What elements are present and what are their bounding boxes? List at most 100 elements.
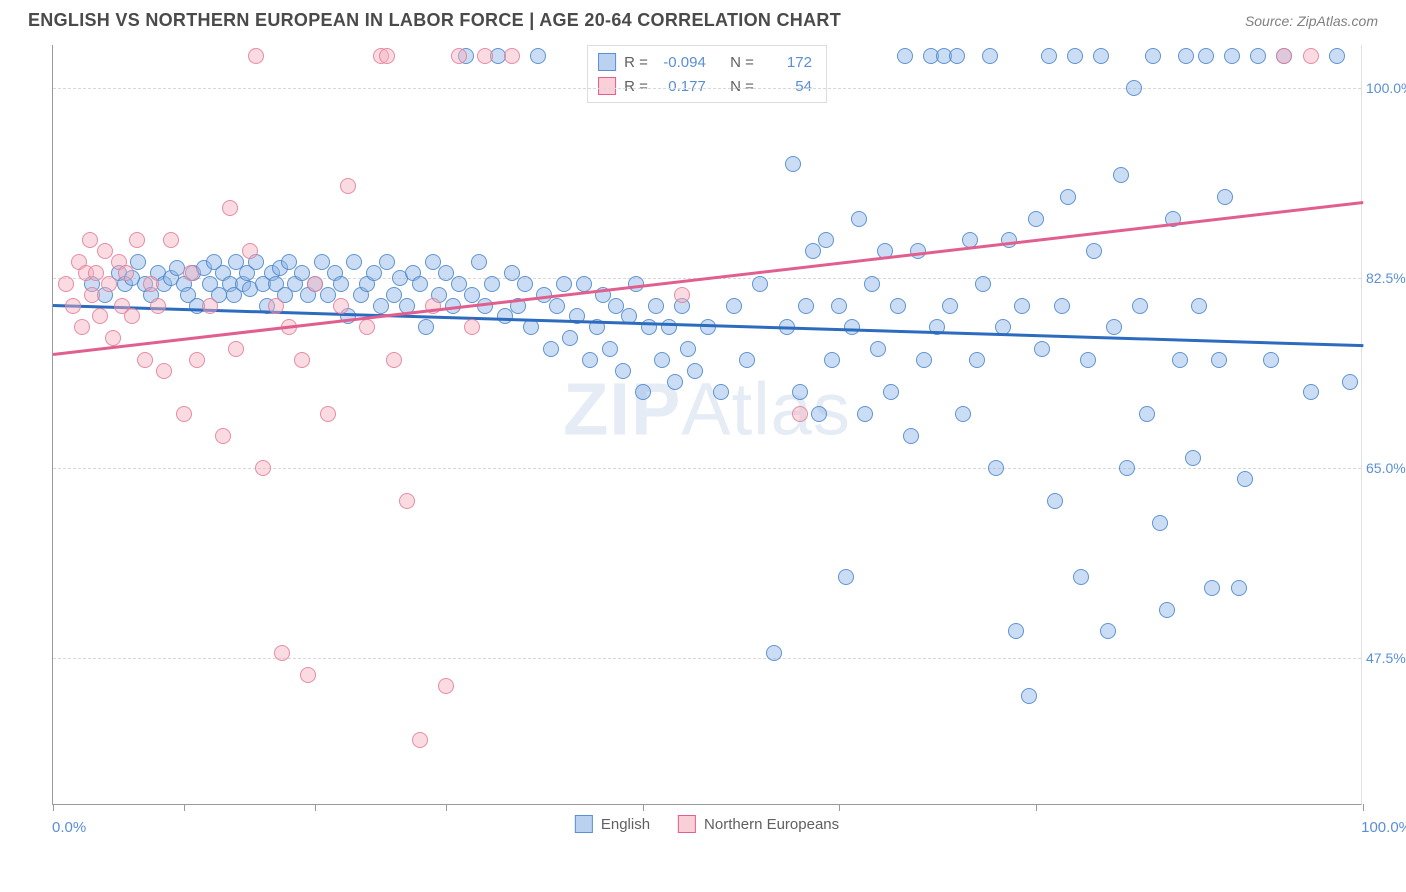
data-point [752, 276, 768, 292]
data-point [105, 330, 121, 346]
data-point [667, 374, 683, 390]
data-point [1139, 406, 1155, 422]
data-point [883, 384, 899, 400]
data-point [785, 156, 801, 172]
data-point [1034, 341, 1050, 357]
chart-source: Source: ZipAtlas.com [1245, 13, 1378, 29]
data-point [359, 319, 375, 335]
data-point [484, 276, 500, 292]
data-point [163, 232, 179, 248]
data-point [399, 493, 415, 509]
data-point [1028, 211, 1044, 227]
data-point [373, 298, 389, 314]
data-point [268, 298, 284, 314]
data-point [1342, 374, 1358, 390]
data-point [294, 352, 310, 368]
data-point [549, 298, 565, 314]
data-point [851, 211, 867, 227]
data-point [464, 319, 480, 335]
data-point [1329, 48, 1345, 64]
trend-line [53, 304, 1363, 347]
data-point [792, 384, 808, 400]
y-tick-label: 100.0% [1366, 80, 1406, 96]
data-point [1100, 623, 1116, 639]
data-point [949, 48, 965, 64]
data-point [215, 428, 231, 444]
data-point [824, 352, 840, 368]
data-point [1172, 352, 1188, 368]
data-point [333, 276, 349, 292]
data-point [654, 352, 670, 368]
data-point [129, 232, 145, 248]
data-point [1126, 80, 1142, 96]
data-point [831, 298, 847, 314]
chart-title: ENGLISH VS NORTHERN EUROPEAN IN LABOR FO… [28, 10, 841, 31]
data-point [811, 406, 827, 422]
x-axis-max-label: 100.0% [1361, 819, 1406, 836]
data-point [838, 569, 854, 585]
data-point [1093, 48, 1109, 64]
data-point [556, 276, 572, 292]
data-point [307, 276, 323, 292]
data-point [1113, 167, 1129, 183]
data-point [1008, 623, 1024, 639]
data-point [661, 319, 677, 335]
data-point [903, 428, 919, 444]
gridline [53, 88, 1361, 89]
data-point [766, 645, 782, 661]
data-point [1119, 460, 1135, 476]
data-point [1145, 48, 1161, 64]
data-point [1067, 48, 1083, 64]
data-point [870, 341, 886, 357]
data-point [333, 298, 349, 314]
legend-swatch-northern-icon [678, 815, 696, 833]
data-point [379, 48, 395, 64]
data-point [916, 352, 932, 368]
data-point [1211, 352, 1227, 368]
data-point [471, 254, 487, 270]
data-point [1152, 515, 1168, 531]
data-point [517, 276, 533, 292]
y-tick-label: 65.0% [1366, 460, 1406, 476]
data-point [805, 243, 821, 259]
data-point [1047, 493, 1063, 509]
chart-legend: English Northern Europeans [575, 815, 839, 833]
data-point [222, 200, 238, 216]
data-point [65, 298, 81, 314]
data-point [798, 298, 814, 314]
data-point [1191, 298, 1207, 314]
data-point [274, 645, 290, 661]
data-point [497, 308, 513, 324]
data-point [857, 406, 873, 422]
data-point [412, 732, 428, 748]
data-point [379, 254, 395, 270]
data-point [562, 330, 578, 346]
data-point [346, 254, 362, 270]
data-point [955, 406, 971, 422]
data-point [74, 319, 90, 335]
data-point [1231, 580, 1247, 596]
swatch-northern-icon [598, 77, 616, 95]
data-point [602, 341, 618, 357]
data-point [1217, 189, 1233, 205]
data-point [818, 232, 834, 248]
y-tick-label: 47.5% [1366, 650, 1406, 666]
data-point [982, 48, 998, 64]
data-point [530, 48, 546, 64]
data-point [418, 319, 434, 335]
chart-header: ENGLISH VS NORTHERN EUROPEAN IN LABOR FO… [0, 0, 1406, 45]
data-point [648, 298, 664, 314]
data-point [1204, 580, 1220, 596]
data-point [615, 363, 631, 379]
y-tick-label: 82.5% [1366, 270, 1406, 286]
data-point [1185, 450, 1201, 466]
correlation-stats-box: R = -0.094 N = 172 R = 0.177 N = 54 [587, 45, 827, 103]
watermark: ZIPAtlas [563, 367, 851, 452]
data-point [340, 178, 356, 194]
data-point [635, 384, 651, 400]
data-point [1054, 298, 1070, 314]
data-point [1060, 189, 1076, 205]
swatch-english-icon [598, 53, 616, 71]
data-point [582, 352, 598, 368]
data-point [58, 276, 74, 292]
